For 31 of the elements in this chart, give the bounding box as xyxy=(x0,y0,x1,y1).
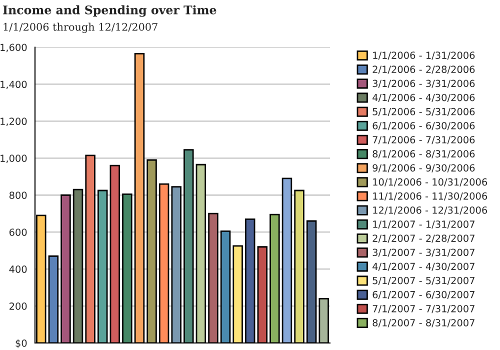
legend-label: 8/1/2007 - 8/31/2007 xyxy=(372,319,474,328)
y-tick-label: 1,000 xyxy=(0,154,27,163)
legend-label: 4/1/2007 - 4/30/2007 xyxy=(372,262,474,271)
legend-label: 1/1/2006 - 1/31/2006 xyxy=(373,52,475,60)
y-tick-label: 600 xyxy=(9,228,27,236)
y-tick-label: $0 xyxy=(16,339,27,348)
legend-label: 3/1/2006 - 3/31/2006 xyxy=(372,80,475,88)
legend-label: 8/1/2006 - 8/31/2006 xyxy=(372,150,475,158)
chart-title: Income and Spending over Time xyxy=(3,5,216,17)
y-tick-label: 400 xyxy=(9,266,27,273)
legend-label: 5/1/2007 - 5/31/2007 xyxy=(372,276,474,285)
legend-label: 2/1/2006 - 2/28/2006 xyxy=(372,66,475,74)
legend-label: 6/1/2006 - 6/30/2006 xyxy=(372,122,475,130)
y-tick-label: 800 xyxy=(9,192,27,199)
legend-label: 10/1/2006 - 10/31/2006 xyxy=(373,178,488,186)
y-tick-label: 1,600 xyxy=(0,44,27,52)
legend-label: 3/1/2007 - 3/31/2007 xyxy=(372,248,474,257)
legend-label: 9/1/2006 - 9/30/2006 xyxy=(372,164,475,172)
legend-label: 7/1/2006 - 7/31/2006 xyxy=(372,136,475,144)
y-tick-label: 200 xyxy=(10,302,27,310)
legend-label: 7/1/2007 - 7/31/2007 xyxy=(372,305,474,314)
y-tick-label: 1,400 xyxy=(0,80,27,90)
legend-label: 12/1/2006 - 12/31/2006 xyxy=(373,206,488,215)
legend-label: 11/1/2006 - 11/30/2006 xyxy=(373,192,488,200)
legend-label: 6/1/2007 - 6/30/2007 xyxy=(372,290,474,300)
legend-label: 1/1/2007 - 1/31/2007 xyxy=(373,220,474,229)
legend-label: 4/1/2006 - 4/30/2006 xyxy=(372,94,475,102)
chart-subtitle: 1/1/2006 through 12/12/2007 xyxy=(4,22,158,33)
legend-label: 2/1/2007 - 2/28/2007 xyxy=(372,234,474,243)
y-tick-label: 1,200 xyxy=(0,118,27,126)
legend-label: 5/1/2006 - 5/31/2006 xyxy=(372,108,475,116)
